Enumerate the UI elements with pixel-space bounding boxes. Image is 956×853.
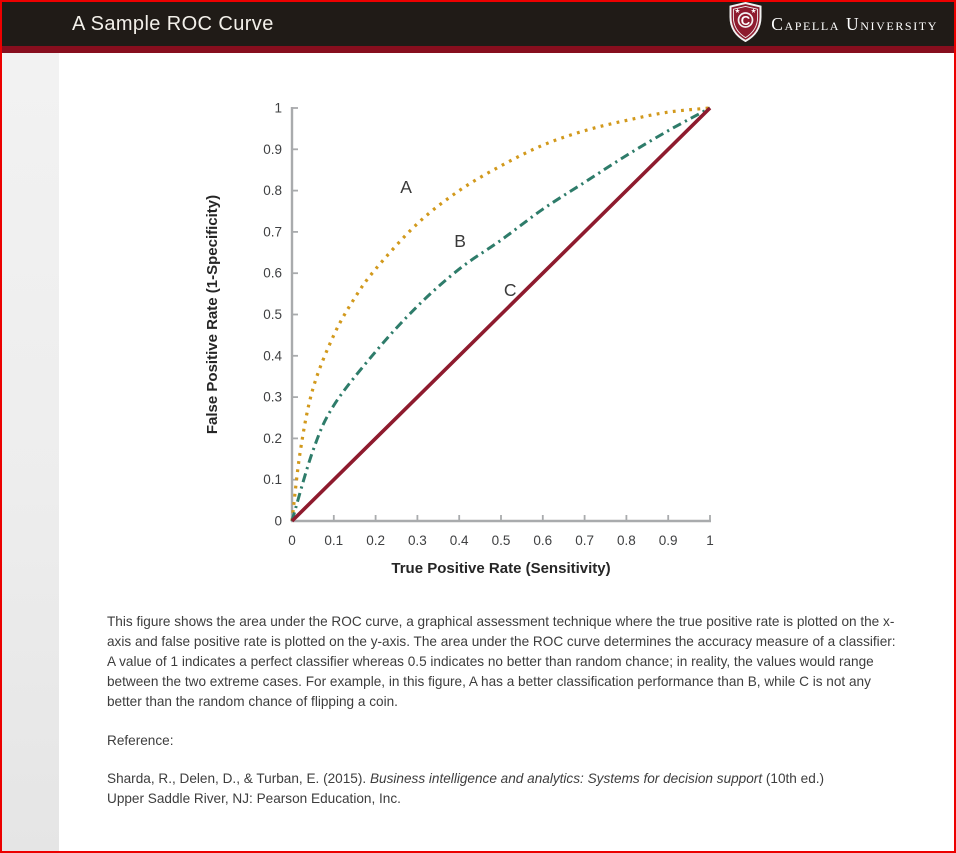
curve-C xyxy=(290,106,712,523)
curve-label-B: B xyxy=(454,231,466,251)
citation-publisher: Upper Saddle River, NJ: Pearson Educatio… xyxy=(107,791,401,806)
y-tick-label: 0.3 xyxy=(263,390,282,405)
x-tick-label: 0.3 xyxy=(408,533,427,548)
left-gutter xyxy=(2,53,59,851)
citation-edition: (10th ed.) xyxy=(762,771,825,786)
citation-title: Business intelligence and analytics: Sys… xyxy=(369,771,763,786)
figure-description: This figure shows the area under the ROC… xyxy=(107,612,902,809)
y-tick-label: 0.9 xyxy=(263,142,282,157)
x-tick-label: 0.2 xyxy=(366,533,385,548)
curve-label-A: A xyxy=(400,177,412,197)
x-tick-label: 0.4 xyxy=(450,533,469,548)
capella-shield-icon: C ★ ★ xyxy=(729,2,762,47)
x-tick-label: 1 xyxy=(706,533,714,548)
curve-B xyxy=(290,106,711,522)
roc-chart: 0 0.1 0.2 0.3 0.4 0.5 0.6 0.7 0.8 0.9 1 0 0.1 0.2 0.3 0… xyxy=(200,95,745,595)
y-tick-label: 0 xyxy=(274,514,282,529)
x-tick-label: 0.9 xyxy=(659,533,678,548)
reference-label: Reference: xyxy=(107,733,174,748)
citation: Sharda, R., Delen, D., & Turban, E. (201… xyxy=(107,769,902,809)
x-tick-label: 0.1 xyxy=(324,533,343,548)
y-tick-label: 0.6 xyxy=(263,266,282,281)
svg-text:★: ★ xyxy=(751,7,757,15)
citation-authors: Sharda, R., Delen, D., & Turban, E. (201… xyxy=(107,771,370,786)
y-tick-label: 0.4 xyxy=(263,348,282,363)
y-tick-label: 1 xyxy=(274,101,282,116)
x-tick-label: 0.5 xyxy=(492,533,511,548)
curve-label-C: C xyxy=(504,280,517,300)
header-accent-bar xyxy=(2,46,954,53)
y-tick-label: 0.2 xyxy=(263,431,282,446)
capella-logo: C ★ ★ Capella University xyxy=(729,2,954,47)
x-tick-label: 0.7 xyxy=(575,533,594,548)
x-tick-label: 0.6 xyxy=(533,533,552,548)
y-tick-label: 0.1 xyxy=(263,472,282,487)
svg-text:C: C xyxy=(741,13,751,28)
x-tick-label: 0.8 xyxy=(617,533,636,548)
x-tick-label: 0 xyxy=(288,533,296,548)
y-tick-label: 0.7 xyxy=(263,224,282,239)
page-title: A Sample ROC Curve xyxy=(72,12,274,35)
header: A Sample ROC Curve C ★ ★ Capella Univers… xyxy=(2,2,954,46)
x-axis-title: True Positive Rate (Sensitivity) xyxy=(391,560,610,577)
y-axis-title: False Positive Rate (1-Specificity) xyxy=(204,195,221,434)
y-tick-label: 0.8 xyxy=(263,183,282,198)
y-tick-label: 0.5 xyxy=(263,307,282,322)
svg-text:★: ★ xyxy=(735,7,741,15)
curve-A xyxy=(290,106,711,522)
capella-logo-text: Capella University xyxy=(771,13,938,34)
figure-caption-text: This figure shows the area under the ROC… xyxy=(107,614,896,709)
